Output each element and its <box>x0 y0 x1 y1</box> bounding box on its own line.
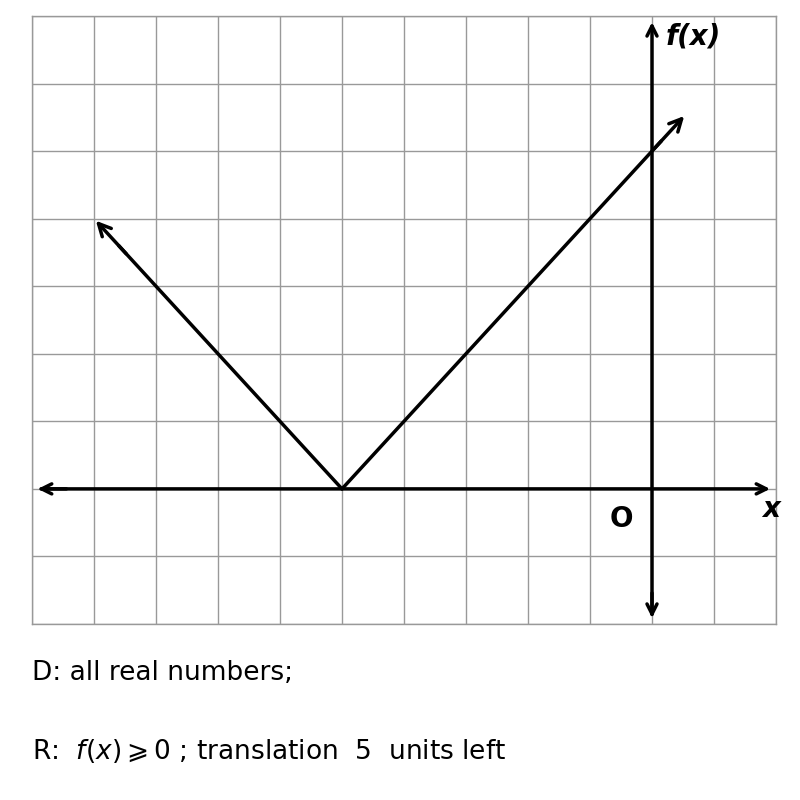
Text: R:  $f(x) \geqslant 0$ ; translation  5  units left: R: $f(x) \geqslant 0$ ; translation 5 un… <box>32 737 506 765</box>
Text: x: x <box>762 495 780 523</box>
Text: O: O <box>610 506 633 534</box>
Text: f(x): f(x) <box>666 22 721 50</box>
Text: D: all real numbers;: D: all real numbers; <box>32 660 293 686</box>
